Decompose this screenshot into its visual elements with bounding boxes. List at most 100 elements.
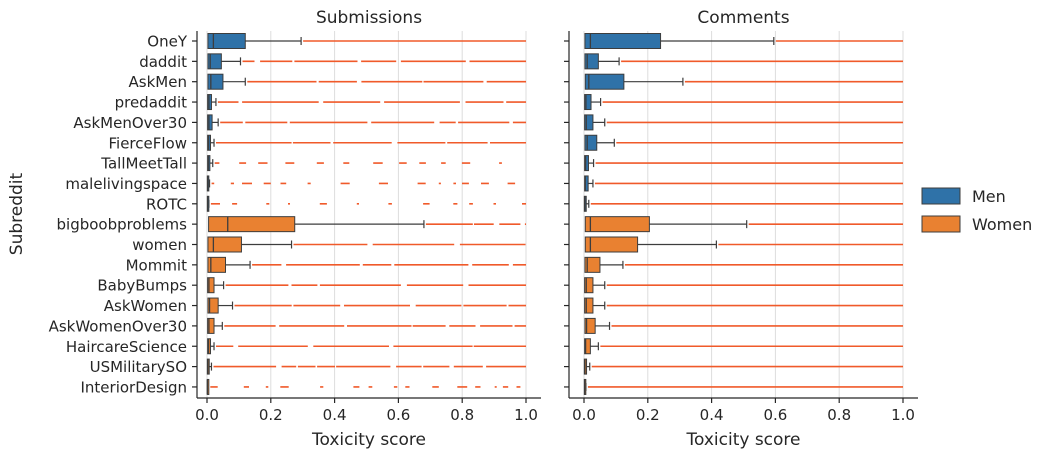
y-tick-label: women [132,236,187,254]
box-HaircareScience: HaircareScience [66,338,526,356]
box-iqr [207,277,215,294]
y-tick-label: daddit [139,53,187,71]
box-iqr [584,277,594,294]
box-TallMeetTall: TallMeetTall [100,155,502,173]
panel-title: Comments [697,8,789,28]
y-tick-label: malelivingspace [65,175,187,193]
box-iqr [584,216,650,233]
box-OneY [564,33,903,49]
box-AskMen: AskMen [129,73,526,91]
box-malelivingspace: malelivingspace [65,175,516,193]
x-tick-label: 0.6 [386,406,410,424]
box-iqr [207,317,215,334]
y-tick-label: AskWomenOver30 [49,317,187,335]
legend-label-women: Women [972,215,1032,234]
box-iqr [207,236,242,253]
box-bigboobproblems: bigboobproblems [57,216,526,234]
y-tick-label: InteriorDesign [80,378,187,396]
x-tick-label: 1.0 [514,406,538,424]
box-iqr [584,155,589,172]
y-tick-label: AskWomen [104,297,187,315]
box-Mommit: Mommit [126,256,526,274]
x-tick-label: 0.2 [259,406,283,424]
y-axis-label: Subreddit [7,172,27,255]
y-tick-label: bigboobproblems [57,216,188,234]
box-FierceFlow: FierceFlow [109,134,526,152]
y-tick-label: USMilitarySO [90,358,187,376]
box-iqr [584,73,625,90]
box-iqr [208,216,296,233]
box-AskWomenOver30: AskWomenOver30 [49,317,526,335]
box-FierceFlow [564,134,903,151]
box-AskWomenOver30 [564,317,903,334]
box-iqr [584,134,598,151]
box-BabyBumps: BabyBumps [97,277,526,295]
box-daddit: daddit [139,53,526,71]
panel-0: Submissions 0.0 0.2 0.4 0.6 0.8 1.0 Toxicity sc… [49,8,541,450]
box-women: women [132,236,526,254]
x-axis-label: Toxicity score [311,430,426,450]
box-iqr [584,256,601,273]
x-tick-label: 0.4 [323,406,347,424]
legend-swatch-women [921,215,961,233]
box-bigboobproblems [564,216,903,233]
box-ROTC [564,195,903,212]
box-iqr [207,53,222,70]
x-tick-label: 0.4 [700,406,724,424]
box-USMilitarySO [564,358,903,375]
y-tick-label: OneY [147,33,188,51]
y-tick-label: BabyBumps [97,277,187,295]
legend-swatch-men [921,187,961,205]
panel-1: Comments 0.0 0.2 0.4 0.6 0.8 1.0 Toxicity score [564,8,918,450]
box-AskWomen: AskWomen [104,297,526,315]
x-tick-label: 0.8 [827,406,851,424]
box-iqr [584,236,639,253]
y-tick-label: FierceFlow [109,134,188,152]
box-AskMen [564,73,903,90]
x-tick-label: 0.6 [763,406,787,424]
box-malelivingspace [564,175,903,192]
chart-panels: Submissions 0.0 0.2 0.4 0.6 0.8 1.0 Toxicity sc… [49,8,918,450]
x-tick-label: 0.2 [636,406,660,424]
legend: Men Women [921,187,1032,234]
y-tick-label: ROTC [146,195,187,213]
y-tick-label: AskMenOver30 [73,114,187,132]
box-iqr [207,33,246,49]
box-OneY: OneY [147,33,526,51]
box-USMilitarySO: USMilitarySO [90,358,526,376]
box-women [564,236,903,253]
box-iqr [584,94,592,111]
box-iqr [584,33,662,49]
box-predaddit [564,94,903,111]
box-BabyBumps [564,277,903,294]
box-predaddit: predaddit [115,94,526,112]
x-axis-label: Toxicity score [685,430,800,450]
box-iqr [207,256,227,273]
box-AskWomen [564,297,903,314]
box-TallMeetTall [564,155,903,172]
box-ROTC: ROTC [146,195,526,213]
x-tick-label: 0.0 [572,406,596,424]
y-tick-label: TallMeetTall [100,155,187,173]
box-iqr [584,297,594,314]
panel-title: Submissions [316,8,422,28]
box-iqr [207,114,213,131]
box-InteriorDesign [564,378,903,395]
box-InteriorDesign: InteriorDesign [80,378,521,396]
box-AskMenOver30 [564,114,903,131]
box-iqr [207,73,224,90]
box-iqr [584,338,591,355]
y-tick-label: HaircareScience [66,338,187,356]
box-HaircareScience [564,338,903,355]
legend-label-men: Men [972,187,1006,206]
x-tick-label: 1.0 [891,406,915,424]
y-tick-label: AskMen [129,73,187,91]
box-AskMenOver30: AskMenOver30 [73,114,526,132]
x-tick-label: 0.0 [195,406,219,424]
y-tick-label: Mommit [126,256,188,274]
box-Mommit [564,256,903,273]
box-iqr [207,297,219,314]
box-iqr [584,317,596,334]
y-tick-label: predaddit [115,94,188,112]
